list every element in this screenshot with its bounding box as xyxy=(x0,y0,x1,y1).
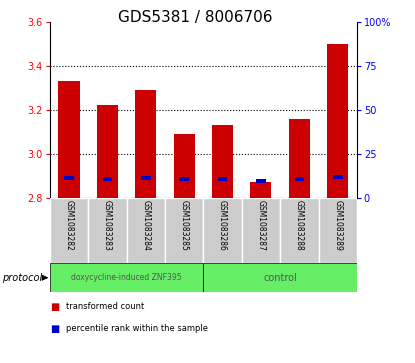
Bar xyxy=(179,178,189,182)
Bar xyxy=(50,198,88,263)
Bar xyxy=(173,134,195,198)
Bar xyxy=(50,263,203,292)
Bar xyxy=(333,175,342,179)
Bar xyxy=(327,44,348,198)
Bar xyxy=(97,105,118,198)
Bar xyxy=(64,176,74,180)
Bar xyxy=(250,183,271,198)
Bar xyxy=(203,263,357,292)
Text: GSM1083286: GSM1083286 xyxy=(218,200,227,251)
Text: ■: ■ xyxy=(50,323,59,334)
Bar xyxy=(280,198,318,263)
Text: GSM1083288: GSM1083288 xyxy=(295,200,304,250)
Bar xyxy=(212,125,233,198)
Text: GSM1083282: GSM1083282 xyxy=(64,200,73,250)
Bar xyxy=(319,198,357,263)
Bar xyxy=(203,198,242,263)
Bar xyxy=(218,178,227,182)
Bar xyxy=(103,178,112,182)
Text: GSM1083287: GSM1083287 xyxy=(256,200,266,251)
Text: protocol: protocol xyxy=(2,273,42,283)
Bar xyxy=(127,198,165,263)
Bar xyxy=(88,198,127,263)
Text: percentile rank within the sample: percentile rank within the sample xyxy=(66,324,208,333)
Bar xyxy=(242,198,280,263)
Text: GSM1083283: GSM1083283 xyxy=(103,200,112,251)
Text: control: control xyxy=(263,273,297,283)
Text: GDS5381 / 8006706: GDS5381 / 8006706 xyxy=(118,10,272,25)
Text: GSM1083289: GSM1083289 xyxy=(333,200,342,251)
Bar xyxy=(289,119,310,198)
Text: GSM1083284: GSM1083284 xyxy=(141,200,150,251)
Bar xyxy=(165,198,203,263)
Text: GSM1083285: GSM1083285 xyxy=(180,200,189,251)
Bar xyxy=(59,81,80,198)
Bar xyxy=(256,179,266,183)
Text: ■: ■ xyxy=(50,302,59,312)
Bar xyxy=(135,90,156,198)
Text: doxycycline-induced ZNF395: doxycycline-induced ZNF395 xyxy=(71,273,182,282)
Text: transformed count: transformed count xyxy=(66,302,145,311)
Bar xyxy=(295,178,304,182)
Bar xyxy=(141,176,151,180)
